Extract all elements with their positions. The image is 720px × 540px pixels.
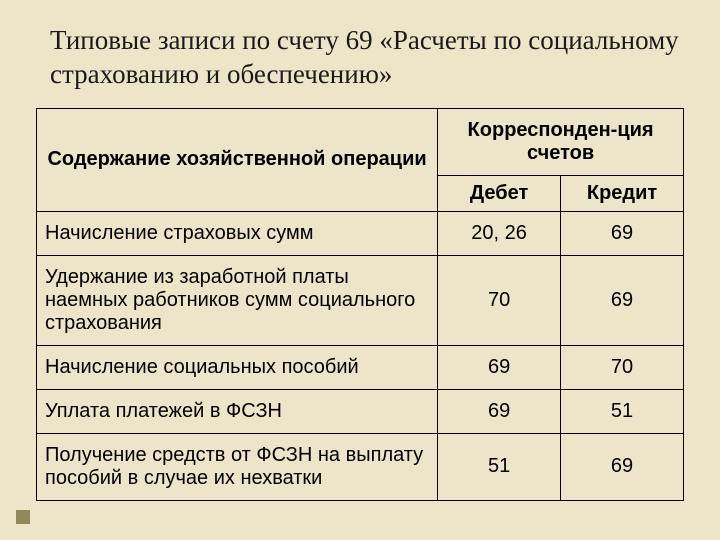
- table-row: Удержание из заработной платы наемных ра…: [37, 255, 684, 345]
- table-row: Уплата платежей в ФСЗН 69 51: [37, 389, 684, 433]
- cell-debit: 69: [438, 345, 561, 389]
- cell-operation: Удержание из заработной платы наемных ра…: [37, 255, 438, 345]
- cell-operation: Получение средств от ФСЗН на выплату пос…: [37, 433, 438, 500]
- slide-title: Типовые записи по счету 69 «Расчеты по с…: [50, 24, 684, 92]
- col-header-credit: Кредит: [561, 175, 684, 211]
- cell-debit: 20, 26: [438, 211, 561, 255]
- accounting-table: Содержание хозяйственной операции Коррес…: [36, 108, 684, 501]
- cell-debit: 51: [438, 433, 561, 500]
- cell-credit: 69: [561, 255, 684, 345]
- cell-credit: 51: [561, 389, 684, 433]
- cell-debit: 70: [438, 255, 561, 345]
- col-header-operation: Содержание хозяйственной операции: [37, 108, 438, 211]
- slide: Типовые записи по счету 69 «Расчеты по с…: [0, 0, 720, 540]
- accent-square-icon: [16, 510, 30, 524]
- cell-credit: 69: [561, 211, 684, 255]
- cell-credit: 70: [561, 345, 684, 389]
- col-header-debit: Дебет: [438, 175, 561, 211]
- table-header-row-1: Содержание хозяйственной операции Коррес…: [37, 108, 684, 175]
- cell-operation: Начисление страховых сумм: [37, 211, 438, 255]
- cell-operation: Уплата платежей в ФСЗН: [37, 389, 438, 433]
- cell-operation: Начисление социальных пособий: [37, 345, 438, 389]
- table-row: Получение средств от ФСЗН на выплату пос…: [37, 433, 684, 500]
- col-header-correspondence: Корреспонден-ция счетов: [438, 108, 684, 175]
- table-row: Начисление страховых сумм 20, 26 69: [37, 211, 684, 255]
- table-row: Начисление социальных пособий 69 70: [37, 345, 684, 389]
- cell-credit: 69: [561, 433, 684, 500]
- cell-debit: 69: [438, 389, 561, 433]
